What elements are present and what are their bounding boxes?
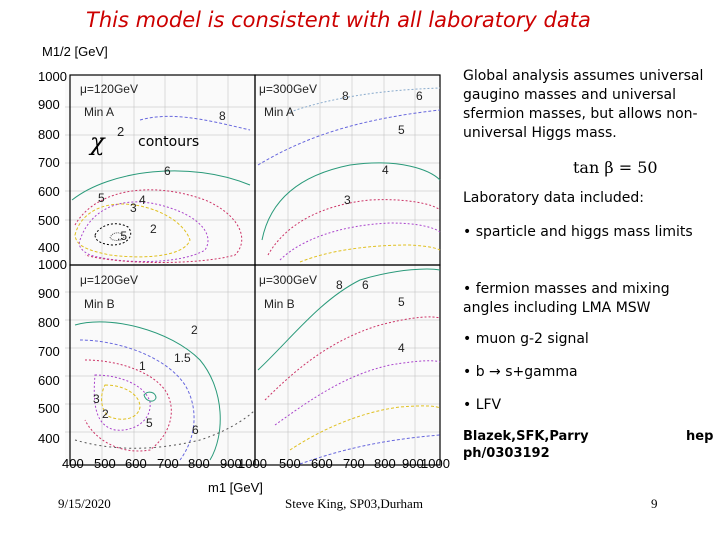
intro-paragraph: Global analysis assumes universal gaugin…	[463, 68, 704, 141]
bullet-bsgamma: • b → s+gamma	[463, 364, 578, 380]
x-tick: 900	[220, 456, 242, 471]
x-tick: 500	[279, 456, 301, 471]
y-tick: 600	[38, 373, 60, 388]
y-tick: 1000	[38, 257, 67, 272]
contour-number: 5	[98, 191, 105, 205]
x-tick: 600	[311, 456, 333, 471]
panel3-mu-label: μ=120GeV	[80, 273, 138, 287]
x-tick: 700	[343, 456, 365, 471]
panel4-mu-label: μ=300GeV	[259, 273, 317, 287]
x-tick: 600	[125, 456, 147, 471]
bullet-lfv: • LFV	[463, 397, 502, 413]
chi-symbol: χ	[88, 128, 106, 156]
y-tick: 600	[38, 184, 60, 199]
footer-date: 9/15/2020	[58, 496, 111, 511]
contour-number: 6	[192, 423, 199, 437]
contour-number: 5	[398, 123, 405, 137]
contour-number: 5	[146, 416, 153, 430]
x-tick: 400	[62, 456, 84, 471]
contour-number: 8	[219, 109, 226, 123]
y-tick: 400	[38, 431, 60, 446]
tan-beta-formula: tan β = 50	[573, 158, 658, 177]
contour-number: 2	[150, 222, 157, 236]
bullet-sparticle: • sparticle and higgs mass limits	[463, 224, 693, 240]
panel2-min-label: Min A	[264, 105, 294, 119]
y-tick: 800	[38, 315, 60, 330]
y-axis-label: M1/2 [GeV]	[42, 44, 108, 59]
reference-hep: hep	[686, 429, 714, 444]
x-tick: 1000	[238, 456, 267, 471]
contour-number: 6	[362, 278, 369, 292]
panel1-mu-label: μ=120GeV	[80, 82, 138, 96]
x-tick: 1000	[421, 456, 450, 471]
chi-power: 2	[117, 124, 124, 139]
contours-label: contours	[138, 134, 199, 150]
footer-author: Steve King, SP03,Durham	[285, 496, 423, 511]
contour-number: 1	[139, 359, 146, 373]
contour-number: 2	[191, 323, 198, 337]
x-tick: 800	[374, 456, 396, 471]
contour-number: .5	[117, 229, 127, 243]
contour-plot-svg: M1/2 [GeV] 1000 900 800 700 600 500 400 …	[38, 44, 450, 495]
reference-authors: Blazek,SFK,Parry	[463, 429, 589, 444]
x-tick: 700	[157, 456, 179, 471]
chi-squared-contour-figure: M1/2 [GeV] 1000 900 800 700 600 500 400 …	[0, 40, 460, 500]
bullet-muon: • muon g-2 signal	[463, 331, 589, 347]
panel2-mu-label: μ=300GeV	[259, 82, 317, 96]
contour-number: 3	[130, 201, 137, 215]
panel3-min-label: Min B	[84, 297, 115, 311]
contour-number: 6	[164, 164, 171, 178]
slide-title: This model is consistent with all labora…	[86, 8, 591, 32]
x-tick: 800	[188, 456, 210, 471]
contour-number: 8	[336, 278, 343, 292]
x-tick: 900	[402, 456, 424, 471]
y-tick: 400	[38, 240, 60, 255]
y-tick: 1000	[38, 69, 67, 84]
contour-number: 3	[93, 392, 100, 406]
y-tick: 700	[38, 155, 60, 170]
reference-arxiv: ph/0303192	[463, 446, 550, 461]
panel1-min-label: Min A	[84, 105, 114, 119]
contour-number: 4	[382, 163, 389, 177]
contour-number: 2	[102, 407, 109, 421]
lab-data-heading: Laboratory data included:	[463, 190, 645, 206]
contour-number: 1.5	[174, 351, 191, 365]
y-tick: 500	[38, 213, 60, 228]
contour-number: 4	[139, 193, 146, 207]
x-axis-label: m1 [GeV]	[208, 480, 263, 495]
y-tick: 700	[38, 344, 60, 359]
x-tick: 500	[94, 456, 116, 471]
contour-number: 3	[344, 193, 351, 207]
contour-number: 6	[416, 89, 423, 103]
footer-page-number: 9	[651, 496, 658, 511]
panel4-min-label: Min B	[264, 297, 295, 311]
contour-number: 5	[398, 295, 405, 309]
bullet-fermion: • fermion masses and mixing angles inclu…	[463, 281, 670, 316]
y-tick: 500	[38, 401, 60, 416]
contour-number: 8	[342, 89, 349, 103]
y-tick: 900	[38, 286, 60, 301]
contour-number: 4	[398, 341, 405, 355]
y-tick: 800	[38, 127, 60, 142]
y-tick: 900	[38, 97, 60, 112]
